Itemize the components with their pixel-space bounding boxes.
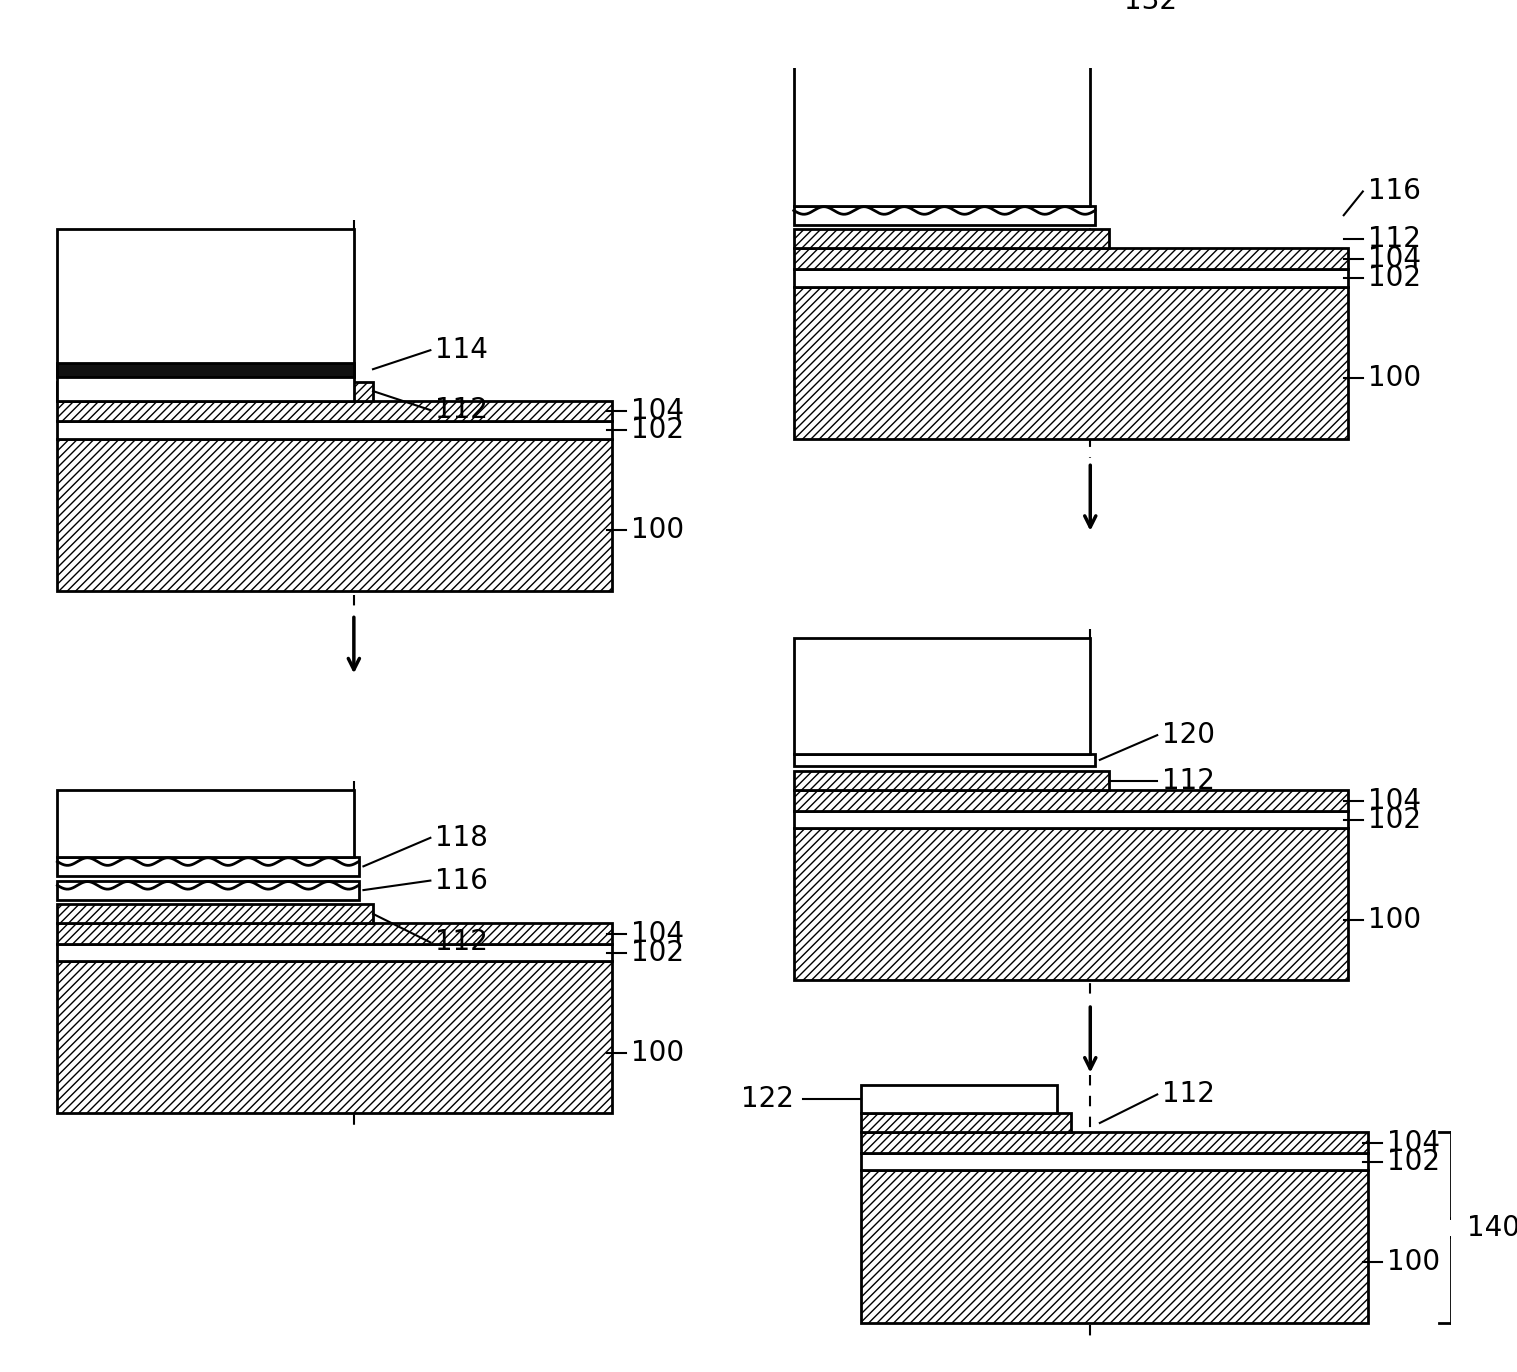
Bar — [793, 248, 1349, 269]
Bar — [58, 944, 611, 962]
Bar — [58, 439, 611, 591]
Text: 114: 114 — [435, 336, 488, 364]
Bar — [58, 881, 358, 900]
Text: 112: 112 — [1162, 767, 1215, 794]
Text: 102: 102 — [1387, 1148, 1440, 1176]
Text: 112: 112 — [1368, 225, 1420, 252]
Bar — [58, 401, 611, 421]
Bar — [793, 790, 1349, 811]
Bar — [860, 1154, 1368, 1170]
Text: 112: 112 — [1162, 1081, 1215, 1109]
Text: 140: 140 — [1467, 1213, 1517, 1242]
Text: 116: 116 — [1368, 177, 1420, 206]
Bar — [860, 1170, 1368, 1323]
Bar — [58, 790, 353, 858]
Bar — [860, 1085, 1057, 1114]
Bar — [860, 1114, 1071, 1132]
Bar — [793, 829, 1349, 981]
Bar — [58, 362, 353, 377]
Bar — [58, 962, 611, 1114]
Text: 100: 100 — [1387, 1247, 1440, 1276]
Text: 104: 104 — [1368, 786, 1420, 815]
Bar — [860, 1132, 1368, 1154]
Bar — [793, 269, 1349, 287]
Bar — [793, 206, 1095, 225]
Text: 102: 102 — [1368, 263, 1420, 292]
Text: 100: 100 — [1368, 364, 1421, 392]
Bar — [793, 771, 1109, 790]
Text: 102: 102 — [631, 938, 684, 967]
Bar — [793, 229, 1109, 248]
Bar — [58, 904, 373, 923]
Text: 112: 112 — [435, 397, 488, 424]
Bar — [58, 421, 611, 439]
Bar — [793, 811, 1349, 829]
Text: 132: 132 — [1124, 0, 1177, 15]
Bar — [58, 858, 358, 875]
Text: 102: 102 — [631, 416, 684, 445]
Bar — [58, 229, 353, 401]
Bar — [793, 0, 1091, 206]
Text: 102: 102 — [1368, 805, 1420, 834]
Text: 104: 104 — [1368, 246, 1420, 273]
Text: 118: 118 — [435, 823, 488, 852]
Bar — [793, 287, 1349, 439]
Text: 122: 122 — [740, 1085, 793, 1113]
Text: 100: 100 — [1368, 906, 1421, 933]
Text: 116: 116 — [435, 867, 488, 895]
Text: 104: 104 — [631, 919, 684, 948]
Text: 100: 100 — [631, 516, 684, 543]
Bar — [793, 638, 1091, 755]
Bar — [793, 755, 1095, 766]
Text: 100: 100 — [631, 1039, 684, 1066]
Text: 104: 104 — [631, 397, 684, 425]
Bar — [58, 381, 373, 401]
Text: 104: 104 — [1387, 1129, 1440, 1157]
Bar — [58, 923, 611, 944]
Text: 112: 112 — [435, 929, 488, 956]
Text: 120: 120 — [1162, 722, 1215, 749]
